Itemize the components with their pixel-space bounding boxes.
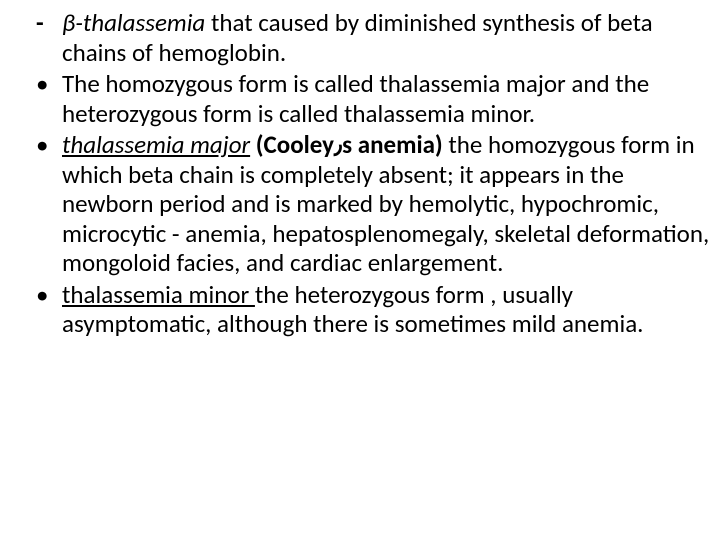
bullet-glyph: • <box>36 279 48 310</box>
bullet-marker: - <box>10 8 62 67</box>
list-item-text: The homozygous form is called thalassemi… <box>62 69 710 128</box>
text-run: β-thalassemia <box>62 7 205 38</box>
list-item: - β-thalassemia that caused by diminishe… <box>10 8 710 67</box>
text-run: thalassemia major <box>62 129 250 160</box>
bullet-marker: • <box>10 280 62 339</box>
slide-body: - β-thalassemia that caused by diminishe… <box>0 0 720 540</box>
text-run: (Cooley٫s anemia) <box>256 129 449 160</box>
bullet-glyph: • <box>36 68 48 99</box>
list-item-text: β-thalassemia that caused by diminished … <box>62 8 710 67</box>
bullet-marker: • <box>10 69 62 128</box>
bullet-glyph: - <box>36 7 44 38</box>
bullet-marker: • <box>10 130 62 278</box>
text-run: thalassemia minor <box>62 279 255 310</box>
bullet-glyph: • <box>36 129 48 160</box>
list-item: • The homozygous form is called thalasse… <box>10 69 710 128</box>
list-item-text: thalassemia major (Cooley٫s anemia) the … <box>62 130 710 278</box>
list-item: • thalassemia minor the heterozygous for… <box>10 280 710 339</box>
text-run: The homozygous form is called thalassemi… <box>62 68 649 129</box>
list-item: • thalassemia major (Cooley٫s anemia) th… <box>10 130 710 278</box>
list-item-text: thalassemia minor the heterozygous form … <box>62 280 710 339</box>
